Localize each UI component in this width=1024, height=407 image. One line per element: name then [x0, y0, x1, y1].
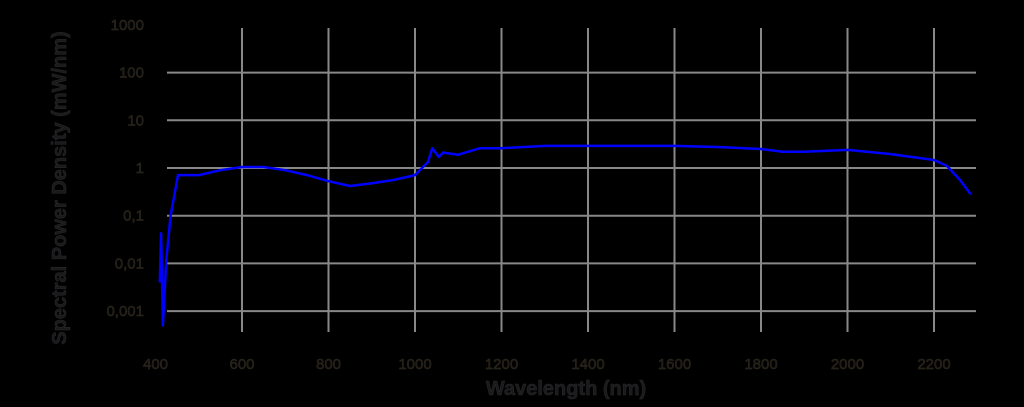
x-axis-title: Wavelength (nm)	[486, 378, 646, 400]
x-tick-label: 1400	[571, 356, 604, 373]
y-tick-label: 0,001	[106, 303, 144, 320]
y-axis-title: Spectral Power Density (mW/nm)	[49, 31, 71, 344]
x-tick-label: 1200	[485, 356, 518, 373]
y-axis-tick-labels: 0,001 0,01 0,1 1 10 100 1000	[106, 17, 144, 321]
x-tick-label: 1800	[744, 356, 777, 373]
x-tick-label: 1000	[398, 356, 431, 373]
y-tick-label: 1000	[111, 17, 144, 34]
grid-lines	[167, 28, 976, 332]
spectral-power-line	[158, 144, 972, 327]
x-tick-label: 2000	[831, 356, 864, 373]
y-tick-label: 100	[119, 65, 144, 82]
x-tick-label: 600	[229, 356, 254, 373]
y-tick-label: 10	[127, 112, 144, 129]
x-tick-label: 2200	[917, 356, 950, 373]
y-tick-label: 0,01	[115, 255, 144, 272]
x-tick-label: 400	[143, 356, 168, 373]
x-tick-label: 1600	[658, 356, 691, 373]
y-tick-label: 1	[136, 160, 144, 177]
y-tick-label: 0,1	[123, 208, 144, 225]
x-axis-tick-labels: 400 600 800 1000 1200 1400 1600 1800 2000 2200	[143, 356, 951, 373]
x-tick-label: 800	[316, 356, 341, 373]
